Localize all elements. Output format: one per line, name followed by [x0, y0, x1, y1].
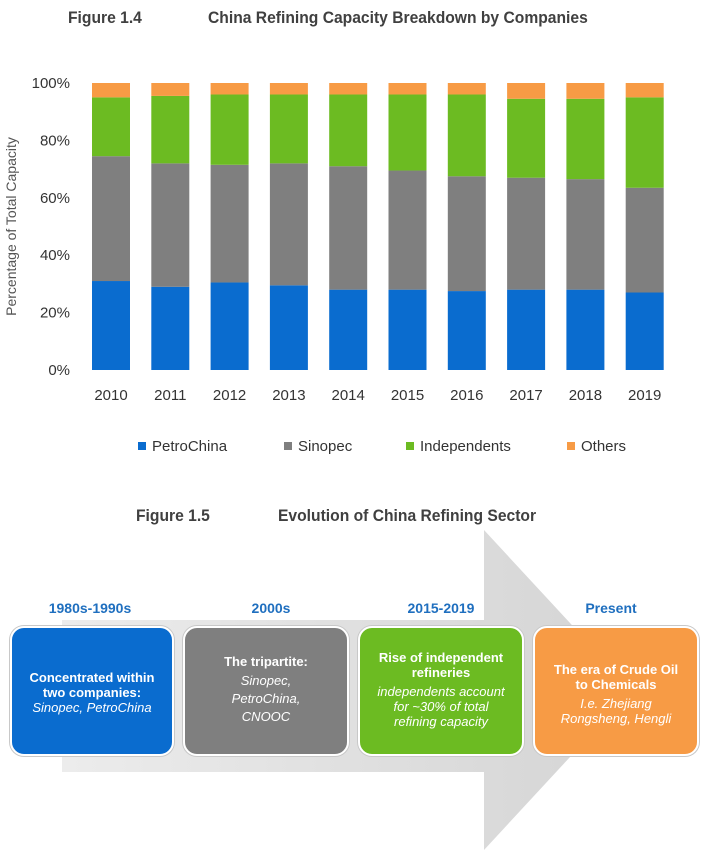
y-axis-title: Percentage of Total Capacity — [3, 137, 19, 316]
bar-segment-sinopec-2017 — [507, 177, 546, 290]
legend-swatch-independents — [406, 442, 414, 451]
bar-segment-independents-2015 — [388, 94, 427, 171]
bar-segment-others-2016 — [447, 83, 486, 95]
y-tick-label: 100% — [32, 75, 70, 92]
bar-segment-sinopec-2018 — [566, 179, 605, 290]
bar-segment-petrochina-2017 — [507, 289, 546, 370]
bar-segment-petrochina-2018 — [566, 289, 605, 370]
x-tick-label: 2017 — [509, 387, 542, 404]
legend-label-others: Others — [581, 438, 627, 455]
bar-segment-sinopec-2012 — [210, 164, 249, 283]
bar-segment-others-2017 — [507, 83, 546, 99]
bar-segment-others-2019 — [625, 83, 664, 98]
x-tick-label: 2019 — [628, 387, 661, 404]
era-period-1: 1980s-1990s — [48, 600, 132, 616]
bar-segment-sinopec-2014 — [329, 166, 368, 290]
era-box-2-title: The tripartite: — [224, 654, 308, 669]
figure-1-4-label: Figure 1.4 — [68, 8, 142, 27]
era-box-crude-oil-to-chemicals: The era of Crude Oil to Chemicals I.e. Z… — [533, 626, 699, 756]
bar-segment-independents-2011 — [151, 95, 190, 164]
bar-segment-petrochina-2019 — [625, 292, 664, 370]
bar-segment-others-2010 — [92, 83, 130, 98]
bar-segment-sinopec-2010 — [92, 156, 130, 282]
legend-swatch-petrochina — [138, 442, 146, 451]
legend-item-independents: Independents — [406, 438, 511, 455]
era-box-4-detail: I.e. Zhejiang Rongsheng, Hengli — [560, 696, 672, 726]
era-period-4: Present — [585, 600, 637, 616]
bar-segment-independents-2014 — [329, 94, 368, 167]
bar-segment-independents-2016 — [447, 94, 486, 177]
figure-1-5-label: Figure 1.5 — [136, 506, 210, 525]
bar-segment-sinopec-2016 — [447, 176, 486, 292]
bar-segment-petrochina-2011 — [151, 286, 190, 370]
bar-segment-independents-2012 — [210, 94, 249, 165]
legend-label-petrochina: PetroChina — [152, 438, 228, 455]
bar-segment-others-2013 — [269, 83, 308, 95]
bar-segment-sinopec-2015 — [388, 170, 427, 290]
bar-segment-petrochina-2010 — [92, 281, 130, 370]
stacked-bar-chart: Percentage of Total Capacity 0% 20% 40% 60%… — [3, 75, 664, 404]
bar-segment-others-2011 — [151, 83, 190, 96]
figure-1-5-title: Evolution of China Refining Sector — [278, 506, 537, 525]
era-period-3: 2015-2019 — [407, 600, 475, 616]
x-tick-label: 2015 — [391, 387, 424, 404]
y-tick-label: 80% — [40, 132, 70, 149]
bar-segment-sinopec-2013 — [269, 163, 308, 286]
y-tick-label: 0% — [48, 362, 70, 379]
bar-segment-petrochina-2014 — [329, 289, 368, 370]
era-period-2: 2000s — [251, 600, 291, 616]
bar-segment-others-2018 — [566, 83, 605, 99]
legend-swatch-sinopec — [284, 442, 292, 451]
x-tick-label: 2014 — [332, 387, 365, 404]
era-box-concentrated: Concentrated within two companies: Sinop… — [10, 626, 174, 756]
bar-segment-petrochina-2013 — [269, 285, 308, 370]
bar-segment-sinopec-2011 — [151, 163, 190, 287]
bar-segment-independents-2013 — [269, 94, 308, 164]
x-tick-label: 2018 — [569, 387, 602, 404]
x-tick-label: 2013 — [272, 387, 305, 404]
bar-segment-independents-2018 — [566, 98, 605, 180]
legend-item-others: Others — [567, 438, 626, 455]
bar-segment-petrochina-2012 — [210, 282, 249, 370]
bar-segment-independents-2017 — [507, 98, 546, 178]
legend-swatch-others — [567, 442, 575, 451]
bar-segment-petrochina-2015 — [388, 289, 427, 370]
era-box-2-detail: Sinopec, PetroChina, CNOOC — [231, 673, 301, 724]
era-box-1-detail: Sinopec, PetroChina — [32, 700, 152, 715]
x-tick-label: 2012 — [213, 387, 246, 404]
era-box-1-title: Concentrated within two companies: — [29, 670, 155, 700]
era-box-independents: Rise of independent refineries independe… — [358, 626, 524, 756]
bar-segment-independents-2019 — [625, 97, 664, 188]
era-box-3-detail: independents account for ~30% of total r… — [377, 684, 505, 729]
x-tick-label: 2011 — [154, 387, 186, 404]
y-tick-label: 20% — [40, 305, 70, 322]
legend-item-petrochina: PetroChina — [138, 438, 227, 455]
era-box-4-title: The era of Crude Oil to Chemicals — [553, 662, 679, 692]
y-tick-label: 40% — [40, 247, 70, 264]
figure-1-4-title: China Refining Capacity Breakdown by Com… — [208, 8, 588, 27]
bar-segment-others-2014 — [329, 83, 368, 95]
bar-segment-petrochina-2016 — [447, 291, 486, 370]
era-box-3-title: Rise of independent refineries — [378, 650, 504, 680]
bar-segment-sinopec-2019 — [625, 187, 664, 293]
bar-segment-others-2015 — [388, 83, 427, 95]
x-tick-label: 2016 — [450, 387, 483, 404]
bar-segment-others-2012 — [210, 83, 249, 95]
legend-label-independents: Independents — [420, 438, 511, 455]
x-tick-label: 2010 — [94, 387, 127, 404]
bar-segment-independents-2010 — [92, 97, 130, 157]
era-box-tripartite: The tripartite: Sinopec, PetroChina, CNO… — [183, 626, 349, 756]
legend-label-sinopec: Sinopec — [298, 438, 353, 455]
legend-item-sinopec: Sinopec — [284, 438, 352, 455]
y-tick-label: 60% — [40, 190, 70, 207]
